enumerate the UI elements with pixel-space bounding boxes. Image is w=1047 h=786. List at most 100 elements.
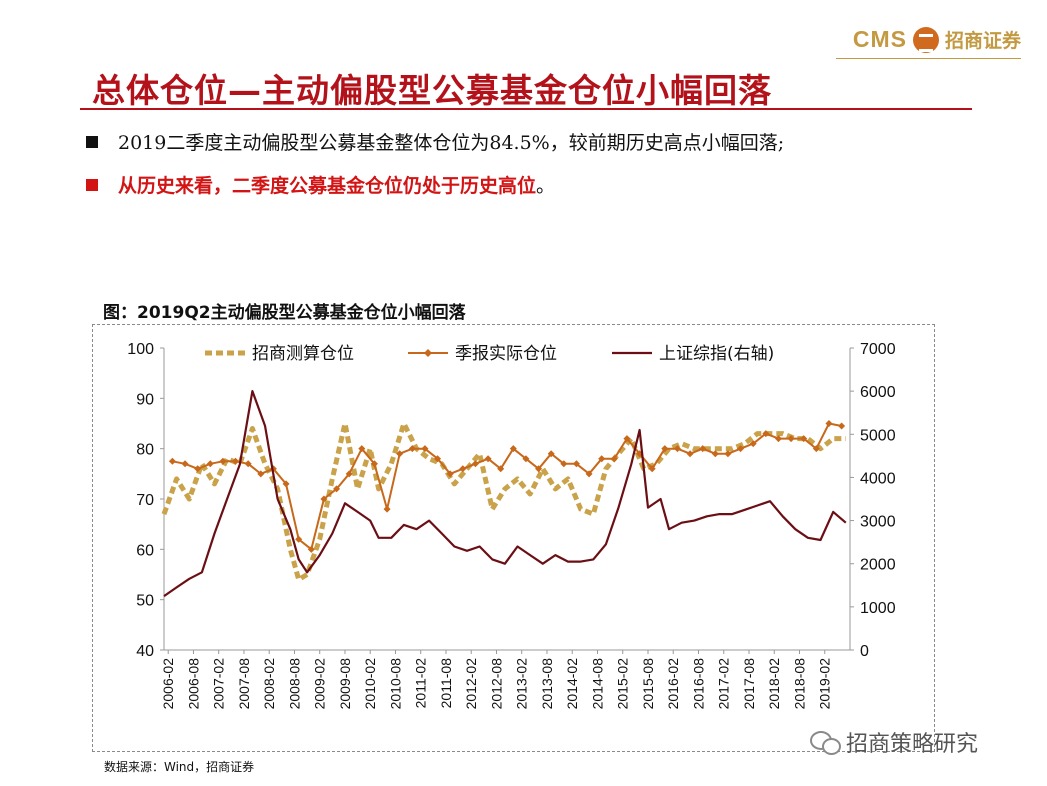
x-tick-label: 2013-08 xyxy=(539,658,555,710)
quarterly-point-marker xyxy=(244,460,252,468)
right-tick-label: 2000 xyxy=(860,557,896,574)
quarterly-point-marker xyxy=(320,495,328,503)
quarterly-point-marker xyxy=(749,440,757,448)
quarterly-point-marker xyxy=(383,505,391,513)
quarterly-point-marker xyxy=(358,445,366,453)
left-tick-label: 100 xyxy=(127,341,154,358)
left-tick-label: 80 xyxy=(136,442,154,459)
quarterly-point-marker xyxy=(181,460,189,468)
data-source-note: 数据来源：Wind，招商证券 xyxy=(104,760,255,774)
quarterly-point-marker xyxy=(497,465,505,473)
bullet-point-2: 从历史来看，二季度公募基金仓位仍处于历史高位。 xyxy=(86,171,555,198)
quarterly-point-marker xyxy=(648,465,656,473)
quarterly-point-marker xyxy=(838,422,846,430)
quarterly-point-marker xyxy=(686,450,694,458)
bullet-point-1: 2019二季度主动偏股型公募基金整体仓位为84.5%，较前期历史高点小幅回落; xyxy=(86,128,784,155)
quarterly-point-marker xyxy=(774,435,782,443)
x-tick-label: 2012-02 xyxy=(463,658,479,710)
quarterly-point-marker xyxy=(800,435,808,443)
quarterly-point-marker xyxy=(699,445,707,453)
quarterly-point-marker xyxy=(623,435,631,443)
right-tick-label: 3000 xyxy=(860,514,896,531)
quarterly-point-marker xyxy=(737,445,745,453)
x-tick-label: 2013-02 xyxy=(514,658,530,710)
quarterly-point-marker xyxy=(295,535,303,543)
x-tick-label: 2012-08 xyxy=(488,658,504,710)
quarterly-point-marker xyxy=(522,455,530,463)
x-tick-label: 2007-02 xyxy=(211,658,227,710)
x-tick-label: 2006-02 xyxy=(160,658,176,710)
quarterly-point-marker xyxy=(724,450,732,458)
brand-cms-text: CMS xyxy=(852,26,907,52)
legend-marker xyxy=(424,349,432,357)
quarterly-point-marker xyxy=(711,450,719,458)
quarterly-point-marker xyxy=(535,465,543,473)
x-tick-label: 2016-02 xyxy=(665,658,681,710)
x-tick-label: 2018-08 xyxy=(791,658,807,710)
x-tick-label: 2007-08 xyxy=(236,658,252,710)
quarterly-point-marker xyxy=(585,470,593,478)
x-tick-label: 2017-08 xyxy=(741,658,757,710)
bullet-square-icon xyxy=(86,135,98,148)
quarterly-point-marker xyxy=(232,457,240,465)
quarterly-point-marker xyxy=(610,455,618,463)
bullet-square-icon xyxy=(86,178,98,191)
x-tick-label: 2009-08 xyxy=(337,658,353,710)
legend-label: 招商测算仓位 xyxy=(252,344,354,364)
quarterly-point-marker xyxy=(421,445,429,453)
brand-logo-group: CMS 招商证券 xyxy=(853,26,1021,53)
left-tick-label: 40 xyxy=(136,643,154,660)
position-chart: 100 90 80 70 60 50 40 7000 6000 5000 4000 3000 2000 1… xyxy=(127,341,896,710)
quarterly-point-marker xyxy=(459,465,467,473)
x-tick-label: 2008-02 xyxy=(261,658,277,710)
quarterly-point-marker xyxy=(787,435,795,443)
legend-label: 上证综指(右轴) xyxy=(659,344,774,364)
x-tick-label: 2017-02 xyxy=(716,658,732,710)
left-tick-label: 70 xyxy=(136,492,154,509)
quarterly-point-marker xyxy=(370,460,378,468)
x-tick-label: 2011-08 xyxy=(438,658,454,709)
right-tick-label: 1000 xyxy=(860,600,896,617)
quarterly-point-marker xyxy=(434,455,442,463)
quarterly-point-marker xyxy=(307,545,315,553)
x-tick-label: 2009-02 xyxy=(312,658,328,710)
x-tick-label: 2006-08 xyxy=(185,658,201,710)
quarterly-point-marker xyxy=(333,485,341,493)
right-tick-label: 4000 xyxy=(860,470,896,487)
quarterly-point-marker xyxy=(673,445,681,453)
x-tick-label: 2019-02 xyxy=(817,658,833,710)
right-tick-label: 7000 xyxy=(860,341,896,358)
quarterly-point-marker xyxy=(396,450,404,458)
bullet-text: 2019二季度主动偏股型公募基金整体仓位为84.5%，较前期历史高点小幅回落; xyxy=(118,132,785,154)
quarterly-point-marker xyxy=(345,470,353,478)
right-tick-label: 6000 xyxy=(860,384,896,401)
figure-frame xyxy=(92,324,935,752)
x-tick-label: 2014-08 xyxy=(589,658,605,710)
quarterly-point-marker xyxy=(408,445,416,453)
x-tick-label: 2015-02 xyxy=(615,658,631,710)
brand-name-text: 招商证券 xyxy=(944,30,1021,52)
series-line-1 xyxy=(161,421,846,582)
brand-divider xyxy=(836,58,1021,59)
right-tick-label: 5000 xyxy=(860,427,896,444)
x-tick-label: 2016-08 xyxy=(690,658,706,710)
quarterly-point-marker xyxy=(509,445,517,453)
quarterly-point-marker xyxy=(572,460,580,468)
x-tick-label: 2015-08 xyxy=(640,658,656,710)
wechat-watermark: 招商策略研究 xyxy=(810,726,978,758)
right-tick-label: 0 xyxy=(860,643,869,660)
quarterly-point-marker xyxy=(825,420,833,427)
quarterly-point-marker xyxy=(219,457,227,465)
quarterly-point-marker xyxy=(194,465,202,473)
quarterly-point-marker xyxy=(547,450,555,458)
quarterly-point-marker xyxy=(661,445,669,453)
left-tick-label: 50 xyxy=(136,593,154,610)
x-tick-label: 2010-08 xyxy=(387,658,403,710)
title-divider xyxy=(80,108,972,110)
quarterly-point-marker xyxy=(598,455,606,463)
quarterly-point-marker xyxy=(484,455,492,463)
x-tick-label: 2011-02 xyxy=(413,658,429,709)
left-tick-label: 90 xyxy=(136,391,154,408)
quarterly-point-marker xyxy=(471,460,479,468)
quarterly-point-marker xyxy=(168,457,176,465)
